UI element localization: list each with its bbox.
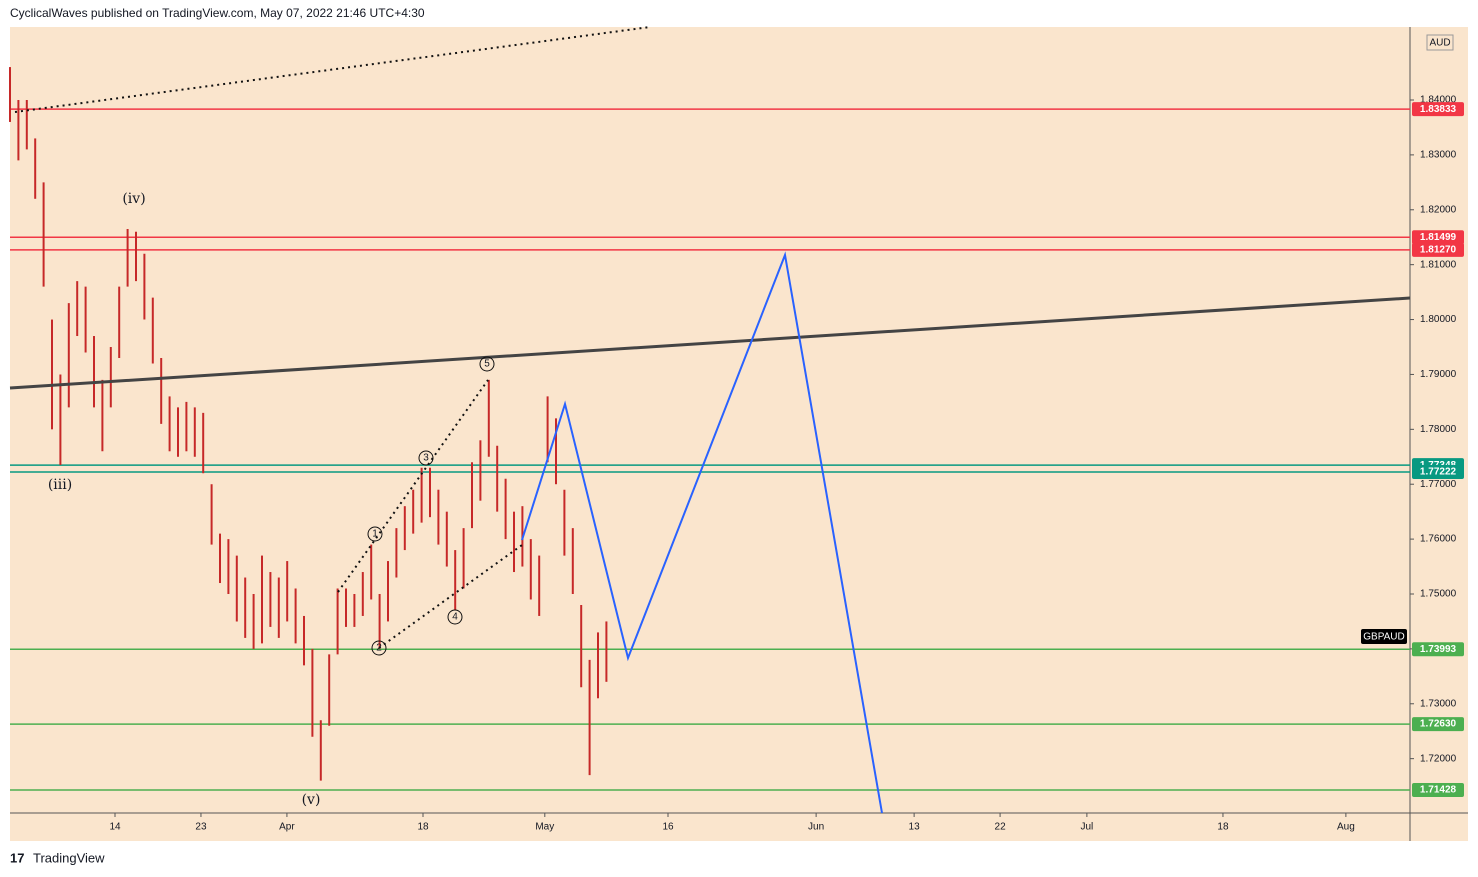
y-tick-label: 1.79000 [1420,369,1457,380]
wave-circle [479,356,495,372]
y-tick-label: 1.76000 [1420,534,1457,545]
wave-label: (iii) [48,477,72,493]
symbol-label: GBPAUD [1363,632,1405,643]
header-title: CyclicalWaves published on TradingView.c… [10,6,425,20]
y-tick-label: 1.75000 [1420,589,1457,600]
wave-circle [447,609,463,625]
trend-line [9,296,1411,390]
wave-circle [371,640,387,656]
currency-label: AUD [1429,38,1450,49]
price-tag [1412,242,1464,257]
price-tag [1412,465,1464,480]
wave-label: 2 [376,643,382,654]
wave-circle [367,526,383,542]
wave-label: 4 [452,612,458,623]
footer-brand: TradingView [33,850,105,865]
x-tick-label: 13 [909,822,921,833]
x-tick-label: 22 [995,822,1007,833]
symbol-tag [1361,629,1407,644]
price-tag-label: 1.81499 [1420,232,1457,243]
plot-background [10,27,1468,841]
price-tag [1412,102,1464,117]
wave-label: 3 [423,453,429,464]
wave-label: 5 [484,359,490,370]
price-tag [1412,783,1464,798]
y-tick-label: 1.81000 [1420,259,1457,270]
price-tag [1412,642,1464,657]
y-tick-label: 1.84000 [1420,95,1457,106]
price-tag-label: 1.73993 [1420,644,1457,655]
wedge-upper [337,379,489,593]
wave-label: (v) [302,792,321,808]
y-tick-label: 1.73000 [1420,698,1457,709]
x-tick-label: 18 [417,822,429,833]
x-tick-label: Jul [1080,822,1093,833]
price-tag [1412,717,1464,732]
price-tag-label: 1.77222 [1420,467,1457,478]
x-tick-label: Aug [1337,822,1355,833]
y-tick-label: 1.78000 [1420,424,1457,435]
svg-text:17: 17 [10,850,24,865]
y-tick-label: 1.82000 [1420,204,1457,215]
projection-path [521,251,883,814]
y-tick-label: 1.83000 [1420,150,1457,161]
price-tag-label: 1.83833 [1420,104,1457,115]
y-tick-label: 1.72000 [1420,753,1457,764]
currency-tag [1426,34,1454,51]
price-tag-label: 1.81270 [1420,244,1457,255]
wave-label: 1 [372,529,378,540]
x-tick-label: 23 [195,822,207,833]
x-tick-label: Jun [808,822,824,833]
x-tick-label: 18 [1217,822,1229,833]
y-tick-label: 1.77000 [1420,479,1457,490]
wave-circle [418,450,434,466]
price-tag-label: 1.72630 [1420,719,1457,730]
tv-logo: 17 [10,850,24,865]
y-tick-label: 1.80000 [1420,314,1457,325]
price-tag [1412,230,1464,245]
price-tag-label: 1.71428 [1420,785,1457,796]
x-tick-label: 14 [109,822,121,833]
x-tick-label: May [535,822,554,833]
x-tick-label: 16 [662,822,674,833]
x-tick-label: Apr [279,822,295,833]
wave-label: (iv) [122,191,145,207]
